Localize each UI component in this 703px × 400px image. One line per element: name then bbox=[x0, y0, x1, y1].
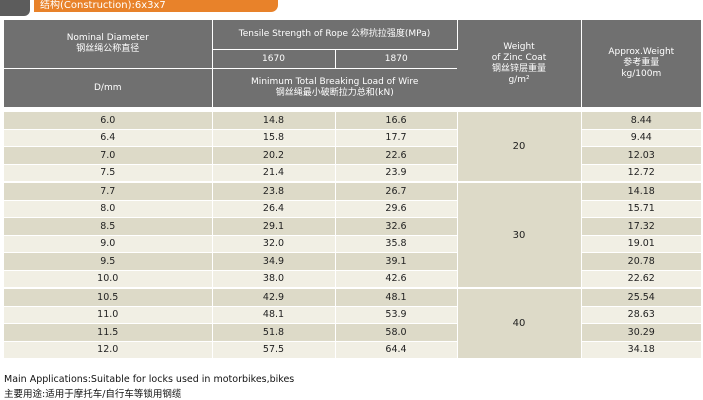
breaking-load-1670-cell: 32.0 bbox=[212, 235, 336, 253]
breaking-load-1870-cell: 64.4 bbox=[335, 341, 458, 360]
approx-weight-cell: 9.44 bbox=[581, 129, 702, 147]
breaking-load-header: Minimum Total Breaking Load of Wire 钢丝绳最… bbox=[212, 68, 458, 108]
table-row: 6.0 14.8 16.6 20 8.44 bbox=[4, 112, 702, 183]
specification-table: Nominal Diameter 钢丝绳公称直径 Tensile Strengt… bbox=[4, 20, 702, 360]
diameter-cell: 11.5 bbox=[4, 323, 213, 342]
diameter-unit-header: D/mm bbox=[4, 68, 213, 108]
table-row: 9.5 34.9 39.1 20.78 bbox=[4, 252, 702, 271]
diameter-cell: 6.0 bbox=[4, 112, 213, 130]
diameter-cell: 10.0 bbox=[4, 270, 213, 289]
breaking-load-1870-cell: 32.6 bbox=[335, 217, 458, 236]
diameter-cell: 9.0 bbox=[4, 235, 213, 253]
breaking-load-1870-cell: 23.9 bbox=[335, 164, 458, 183]
breaking-load-1670-cell: 38.0 bbox=[212, 270, 336, 289]
breaking-load-1670-cell: 29.1 bbox=[212, 217, 336, 236]
breaking-load-1870-cell: 48.1 bbox=[335, 288, 458, 307]
table-row: 8.0 26.4 29.6 15.71 bbox=[4, 200, 702, 218]
breaking-load-1870-cell: 17.7 bbox=[335, 129, 458, 147]
table-row: 7.0 20.2 22.6 12.03 bbox=[4, 146, 702, 165]
breaking-load-1870-cell: 22.6 bbox=[335, 146, 458, 165]
breaking-load-1670-cell: 57.5 bbox=[212, 341, 336, 360]
diameter-cell: 8.5 bbox=[4, 217, 213, 236]
breaking-load-1670-cell: 20.2 bbox=[212, 146, 336, 165]
diameter-cell: 7.0 bbox=[4, 146, 213, 165]
grade-1870-header: 1870 bbox=[335, 49, 458, 69]
approx-weight-cell: 25.54 bbox=[581, 288, 702, 307]
construction-banner: 结构(Construction):6x3x7 bbox=[34, 0, 278, 12]
approx-weight-cell: 15.71 bbox=[581, 200, 702, 218]
table-row: 6.4 15.8 17.7 9.44 bbox=[4, 129, 702, 147]
table-row: 8.5 29.1 32.6 17.32 bbox=[4, 217, 702, 236]
application-note-zh: 主要用途:适用于摩托车/自行车等锁用钢缆 bbox=[4, 389, 182, 400]
approx-weight-cell: 28.63 bbox=[581, 306, 702, 324]
tensile-strength-header: Tensile Strength of Rope 公称抗拉强度(MPa) bbox=[212, 20, 458, 50]
table-row: 12.0 57.5 64.4 34.18 bbox=[4, 341, 702, 360]
breaking-load-1670-cell: 26.4 bbox=[212, 200, 336, 218]
diameter-cell: 8.0 bbox=[4, 200, 213, 218]
zinc-coat-header: Weight of Zinc Coat 钢丝锌层重量 g/m² bbox=[457, 20, 582, 108]
table-row: 7.5 21.4 23.9 12.72 bbox=[4, 164, 702, 183]
approx-weight-cell: 34.18 bbox=[581, 341, 702, 360]
nominal-diameter-header: Nominal Diameter 钢丝绳公称直径 bbox=[4, 20, 213, 69]
approx-weight-cell: 8.44 bbox=[581, 112, 702, 130]
diameter-cell: 10.5 bbox=[4, 288, 213, 307]
approx-weight-cell: 12.03 bbox=[581, 146, 702, 165]
breaking-load-1870-cell: 35.8 bbox=[335, 235, 458, 253]
section-marker bbox=[0, 0, 30, 16]
diameter-cell: 11.0 bbox=[4, 306, 213, 324]
zinc-coat-cell: 20 bbox=[457, 112, 582, 183]
breaking-load-1870-cell: 42.6 bbox=[335, 270, 458, 289]
diameter-cell: 7.5 bbox=[4, 164, 213, 183]
approx-weight-cell: 12.72 bbox=[581, 164, 702, 183]
diameter-cell: 12.0 bbox=[4, 341, 213, 360]
breaking-load-1670-cell: 15.8 bbox=[212, 129, 336, 147]
breaking-load-1670-cell: 14.8 bbox=[212, 112, 336, 130]
approx-weight-cell: 14.18 bbox=[581, 182, 702, 201]
breaking-load-1870-cell: 53.9 bbox=[335, 306, 458, 324]
grade-1670-header: 1670 bbox=[212, 49, 336, 69]
breaking-load-1670-cell: 23.8 bbox=[212, 182, 336, 201]
application-note-en: Main Applications:Suitable for locks use… bbox=[4, 374, 295, 385]
breaking-load-1870-cell: 16.6 bbox=[335, 112, 458, 130]
approx-weight-cell: 17.32 bbox=[581, 217, 702, 236]
diameter-cell: 9.5 bbox=[4, 252, 213, 271]
breaking-load-1870-cell: 58.0 bbox=[335, 323, 458, 342]
zinc-coat-cell: 30 bbox=[457, 182, 582, 289]
table-row: 7.7 23.8 26.7 30 14.18 bbox=[4, 182, 702, 289]
diameter-cell: 6.4 bbox=[4, 129, 213, 147]
breaking-load-1670-cell: 42.9 bbox=[212, 288, 336, 307]
breaking-load-1670-cell: 48.1 bbox=[212, 306, 336, 324]
approx-weight-cell: 22.62 bbox=[581, 270, 702, 289]
approx-weight-cell: 20.78 bbox=[581, 252, 702, 271]
breaking-load-1670-cell: 34.9 bbox=[212, 252, 336, 271]
table-row: 10.0 38.0 42.6 22.62 bbox=[4, 270, 702, 289]
breaking-load-1870-cell: 29.6 bbox=[335, 200, 458, 218]
table-row: 11.5 51.8 58.0 30.29 bbox=[4, 323, 702, 342]
approx-weight-header: Approx.Weight 参考重量 kg/100m bbox=[581, 20, 702, 108]
breaking-load-1870-cell: 39.1 bbox=[335, 252, 458, 271]
table-row: 11.0 48.1 53.9 28.63 bbox=[4, 306, 702, 324]
diameter-cell: 7.7 bbox=[4, 182, 213, 201]
approx-weight-cell: 30.29 bbox=[581, 323, 702, 342]
breaking-load-1670-cell: 21.4 bbox=[212, 164, 336, 183]
breaking-load-1870-cell: 26.7 bbox=[335, 182, 458, 201]
table-row: 10.5 42.9 48.1 40 25.54 bbox=[4, 288, 702, 360]
breaking-load-1670-cell: 51.8 bbox=[212, 323, 336, 342]
zinc-coat-cell: 40 bbox=[457, 288, 582, 360]
table-row: 9.0 32.0 35.8 19.01 bbox=[4, 235, 702, 253]
approx-weight-cell: 19.01 bbox=[581, 235, 702, 253]
